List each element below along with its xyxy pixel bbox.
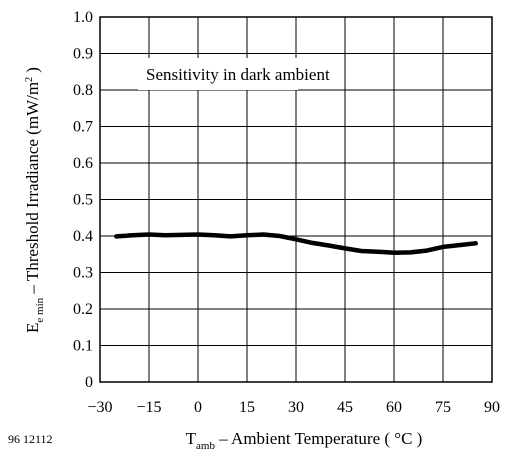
y-axis-label: Ee min – Threshold Irradiance (mW/m2 ) [23, 67, 46, 333]
x-tick-label-1: −15 [136, 399, 161, 416]
y-tick-label-5: 0.5 [73, 192, 93, 209]
plot-frame [99, 16, 493, 383]
x-tick-label-8: 90 [484, 399, 500, 416]
x-tick-label-5: 45 [337, 399, 353, 416]
x-tick-label-7: 75 [435, 399, 451, 416]
y-tick-label-2: 0.2 [73, 301, 93, 318]
y-tick-label-3: 0.3 [73, 265, 93, 282]
x-tick-label-3: 15 [239, 399, 255, 416]
figure-id: 96 12112 [8, 432, 53, 446]
chart-annotation: Sensitivity in dark ambient [146, 65, 330, 84]
y-axis-symbol: E [23, 323, 42, 333]
y-axis-superscript: 2 [24, 77, 35, 82]
x-axis-subscript: amb [196, 440, 215, 450]
y-tick-label-9: 0.9 [73, 46, 93, 63]
x-axis-symbol: T [186, 429, 197, 448]
y-tick-label-4: 0.4 [73, 228, 93, 245]
x-axis-text: – Ambient Temperature ( °C ) [215, 429, 422, 448]
y-tick-label-1: 0.1 [73, 338, 93, 355]
y-tick-label-8: 0.8 [73, 82, 93, 99]
tick-labels: −30 −15 0 15 30 45 60 75 90 0 0.1 0.2 0.3 0.4 0.5 0.6 0.… [73, 9, 500, 416]
series-line-0 [114, 232, 478, 256]
y-axis-subscript: e min [34, 297, 46, 322]
y-tick-label-7: 0.7 [73, 119, 93, 136]
x-tick-label-4: 30 [288, 399, 304, 416]
x-tick-label-6: 60 [386, 399, 402, 416]
x-tick-label-0: −30 [87, 399, 112, 416]
y-axis-suffix: ) [23, 67, 42, 77]
y-tick-label-6: 0.6 [73, 155, 93, 172]
x-tick-label-2: 0 [194, 399, 202, 416]
series-group [114, 232, 478, 256]
y-tick-label-10: 1.0 [73, 9, 93, 26]
annotation-background [138, 58, 298, 90]
y-tick-label-0: 0 [85, 374, 93, 391]
y-axis-text: – Threshold Irradiance (mW/m [23, 82, 42, 298]
x-axis-label: Tamb – Ambient Temperature ( °C ) [186, 429, 423, 450]
